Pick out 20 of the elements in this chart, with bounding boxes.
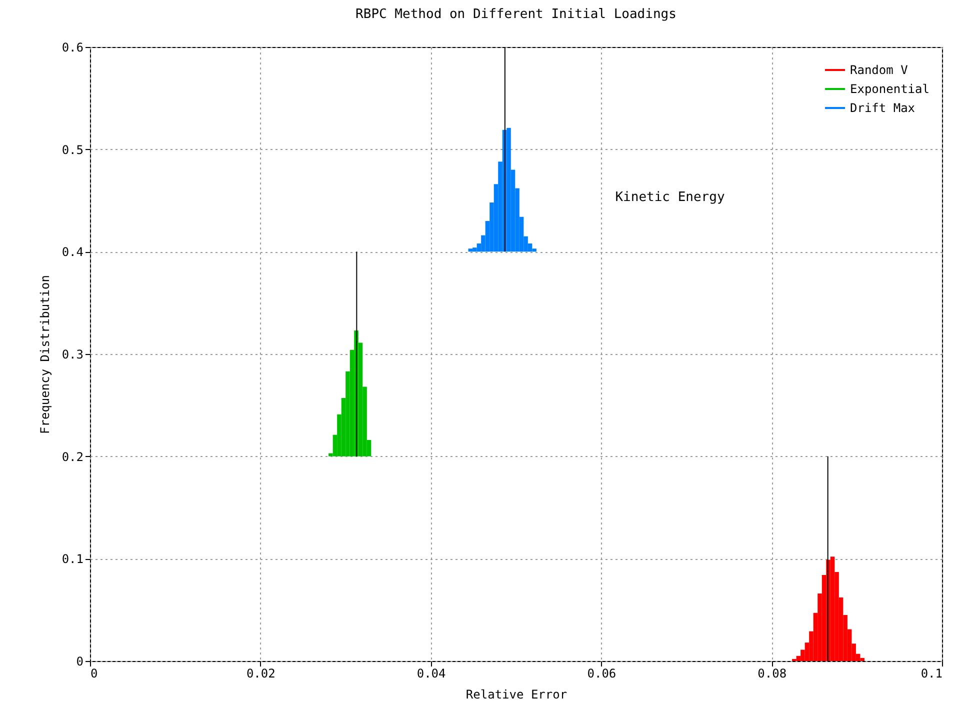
annotation: Kinetic Energy	[615, 190, 725, 205]
x-tick-label: 0.1	[920, 666, 942, 680]
y-tick-label: 0.6	[62, 40, 84, 54]
x-tick-label: 0.06	[587, 666, 616, 680]
y-tick-label: 0.1	[62, 552, 84, 566]
chart-title: RBPC Method on Different Initial Loadings	[356, 7, 676, 22]
y-axis-title: Frequency Distribution	[38, 275, 52, 434]
y-tick-label: 0.4	[62, 245, 84, 260]
x-tick-label: 0.02	[246, 666, 276, 680]
legend-label: Random V	[850, 63, 908, 77]
y-tick-label: 0.5	[62, 142, 84, 157]
y-tick-label: 0	[76, 654, 84, 668]
x-tick-label: 0	[90, 666, 98, 680]
y-tick-label: 0.3	[62, 348, 84, 362]
x-tick-label: 0.04	[416, 666, 446, 680]
legend-label: Drift Max	[850, 101, 916, 115]
legend-label: Exponential	[850, 82, 930, 96]
x-tick-label: 0.08	[758, 666, 787, 680]
x-axis-title: Relative Error	[466, 688, 568, 702]
y-tick-label: 0.2	[62, 450, 84, 464]
